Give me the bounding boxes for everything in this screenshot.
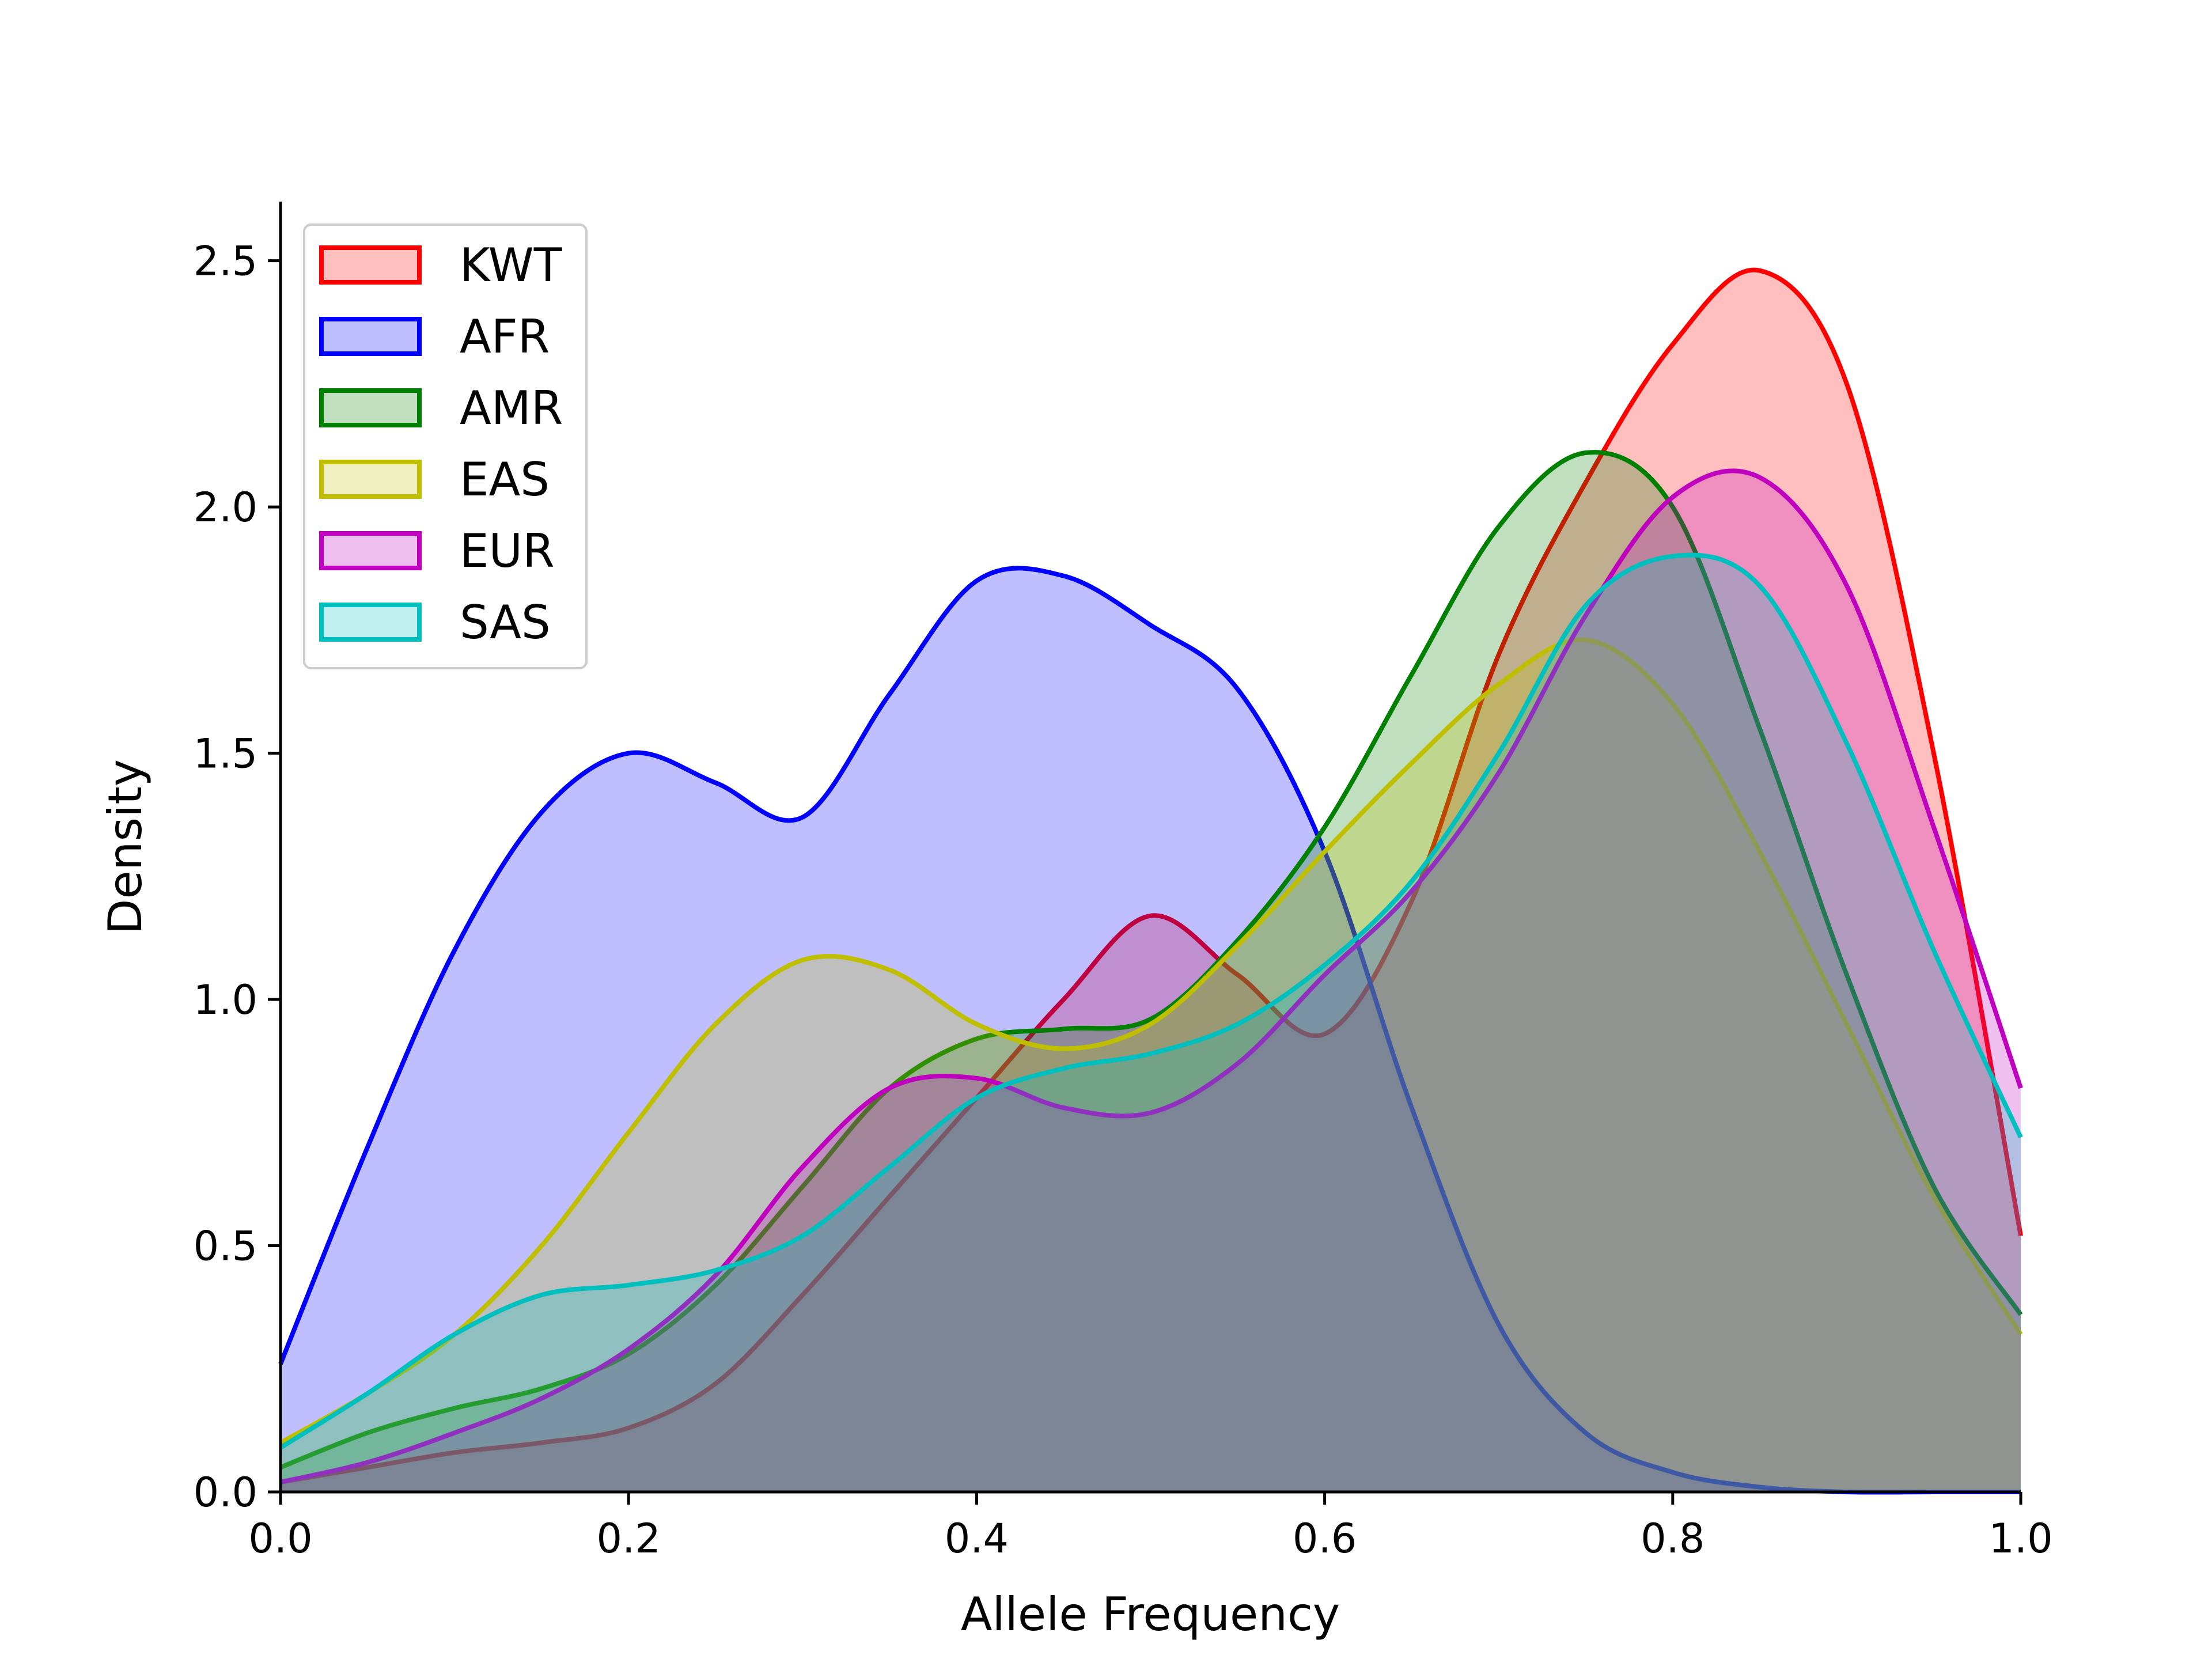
series-area-eur — [281, 471, 2021, 1492]
legend-label-eur: EUR — [460, 524, 555, 578]
series-area-sas — [281, 555, 2021, 1492]
legend-swatch-eur — [319, 531, 422, 570]
y-tick-label: 2.0 — [194, 484, 257, 531]
y-axis-label: Density — [99, 759, 152, 934]
series-line-afr — [278, 566, 2021, 1495]
series-line-sas — [279, 552, 2023, 1450]
legend-frame — [303, 224, 588, 669]
y-tick-label: 2.5 — [194, 238, 257, 285]
x-tick-label: 0.0 — [248, 1515, 312, 1562]
series-line-eur — [280, 468, 2023, 1484]
legend-label-eas: EAS — [460, 453, 550, 506]
legend-label-afr: AFR — [460, 310, 550, 363]
series-line-eas — [279, 637, 2023, 1445]
series-area-kwt — [281, 270, 2021, 1493]
x-tick-label: 0.2 — [597, 1515, 661, 1562]
y-tick-label: 1.5 — [194, 730, 257, 778]
y-tick-label: 0.0 — [194, 1469, 257, 1516]
series-area-afr — [281, 568, 2021, 1493]
legend-swatch-afr — [319, 317, 422, 356]
y-tick-label: 1.0 — [194, 976, 257, 1024]
y-tick-label: 0.5 — [194, 1223, 257, 1270]
x-tick-label: 0.8 — [1641, 1515, 1705, 1562]
x-tick-label: 0.6 — [1293, 1515, 1357, 1562]
x-axis-ticks: 0.0 0.2 0.4 0.6 0.8 1.0 — [248, 1492, 2053, 1562]
x-tick-label: 0.4 — [945, 1515, 1009, 1562]
series-line-amr — [279, 450, 2023, 1470]
legend-label-amr: AMR — [460, 381, 563, 435]
legend-label-kwt: KWT — [460, 238, 563, 292]
x-axis-label: Allele Frequency — [961, 1588, 1340, 1641]
legend: KWT AFR AMR EAS EUR SAS — [303, 224, 588, 669]
legend-swatch-sas — [319, 603, 422, 642]
y-axis-ticks: 0.0 0.5 1.0 1.5 2.0 2.5 — [194, 238, 281, 1516]
series-area-eas — [281, 639, 2021, 1492]
series-line-kwt — [280, 267, 2023, 1484]
x-tick-label: 1.0 — [1988, 1515, 2052, 1562]
legend-swatch-amr — [319, 388, 422, 427]
legend-label-sas: SAS — [460, 596, 551, 649]
series-area-amr — [281, 452, 2021, 1492]
legend-swatch-eas — [319, 460, 422, 499]
legend-swatch-kwt — [319, 245, 422, 285]
plot-area — [278, 267, 2023, 1495]
